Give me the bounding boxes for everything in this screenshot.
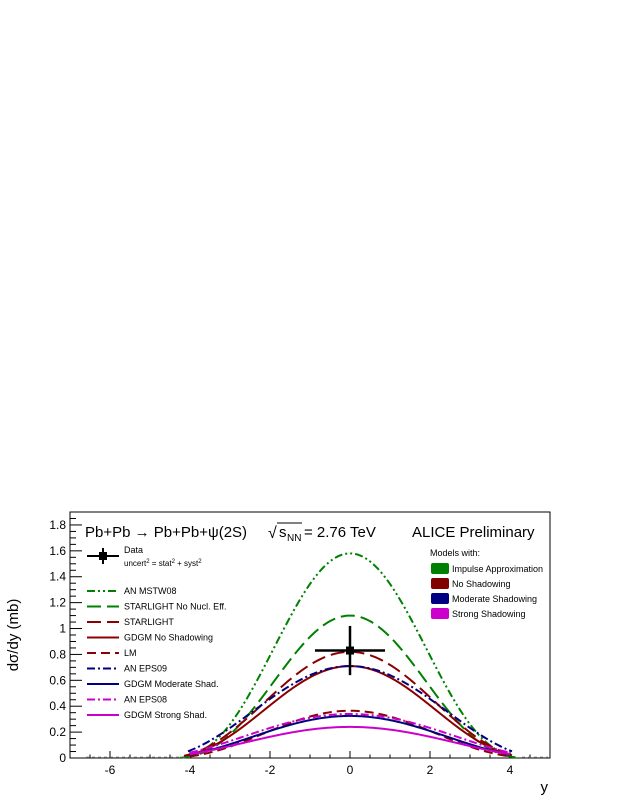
y-tick-label: 1.2 <box>49 596 66 610</box>
legend-series-label: GDGM No Shadowing <box>124 633 213 643</box>
model-curves <box>86 552 548 759</box>
y-tick-label: 1 <box>59 622 66 636</box>
series-line <box>189 725 511 756</box>
legend-series-label: LM <box>124 648 137 658</box>
models-legend-swatch <box>431 578 449 589</box>
experiment-label: ALICE Preliminary <box>412 524 535 541</box>
x-axis-label: y <box>541 779 549 796</box>
legend-data-label: Data <box>124 545 143 555</box>
legend-series-label: STARLIGHT <box>124 617 174 627</box>
energy-s: s <box>279 524 287 541</box>
series-line <box>189 714 511 756</box>
x-tick-label: 2 <box>427 763 434 777</box>
energy-sqrt-symbol: √ <box>268 525 277 542</box>
legend-series-label: GDGM Strong Shad. <box>124 710 207 720</box>
models-legend-label: No Shadowing <box>452 579 511 589</box>
models-legend-label: Impulse Approximation <box>452 564 543 574</box>
y-tick-label: 0.2 <box>49 725 66 739</box>
y-tick-label: 0.6 <box>49 673 66 687</box>
x-tick-label: -6 <box>105 763 116 777</box>
legend-series-label: AN EPS09 <box>124 664 167 674</box>
y-tick-label: 1.8 <box>49 518 66 532</box>
legend-series-label: GDGM Moderate Shad. <box>124 679 219 689</box>
models-legend-label: Strong Shadowing <box>452 609 526 619</box>
series-line <box>189 712 511 754</box>
y-tick-label: 0.8 <box>49 647 66 661</box>
y-axis-label: dσ/dy (mb) <box>5 599 22 672</box>
series-line <box>183 650 517 757</box>
models-legend: Models with: Impulse Approximation No Sha… <box>430 548 543 619</box>
legend-uncert-label: uncert2 = stat2 + syst2 <box>124 559 202 568</box>
series-line <box>187 552 513 758</box>
data-marker <box>346 646 354 655</box>
legend-series-label: STARLIGHT No Nucl. Eff. <box>124 602 227 612</box>
models-legend-title: Models with: <box>430 548 480 558</box>
energy-label: √ s NN = 2.76 TeV <box>268 522 376 544</box>
energy-subscript: NN <box>287 533 301 544</box>
y-tick-label: 1.4 <box>49 570 66 584</box>
models-legend-swatch <box>431 608 449 619</box>
curve-legend: AN MSTW08 STARLIGHT No Nucl. Eff. STARLIGH… <box>87 586 227 720</box>
legend-series-label: AN EPS08 <box>124 695 167 705</box>
chart-title: Pb+Pb → Pb+Pb+ψ(2S) <box>85 524 247 541</box>
y-tick-label: 0.4 <box>49 699 66 713</box>
models-legend-swatch <box>431 593 449 604</box>
x-tick-label: -2 <box>265 763 276 777</box>
energy-value: = 2.76 TeV <box>304 524 376 541</box>
y-tick-label: 1.6 <box>49 544 66 558</box>
series-line <box>189 709 511 758</box>
x-tick-label: -4 <box>185 763 196 777</box>
legend-series-label: AN MSTW08 <box>124 586 177 596</box>
x-tick-label: 4 <box>507 763 514 777</box>
y-tick-label: 0 <box>59 751 66 765</box>
x-tick-label: 0 <box>347 763 354 777</box>
models-legend-swatch <box>431 563 449 574</box>
legend-data-entry: Data uncert2 = stat2 + syst2 <box>87 545 202 568</box>
data-point-group <box>315 625 385 676</box>
axis-ticks: -6 -4 -2 0 2 4 0 0.2 0.4 0.6 0.8 1 1.2 1.4 1.6 1.8 <box>49 518 551 777</box>
models-legend-label: Moderate Shadowing <box>452 594 537 604</box>
series-line <box>187 665 513 753</box>
